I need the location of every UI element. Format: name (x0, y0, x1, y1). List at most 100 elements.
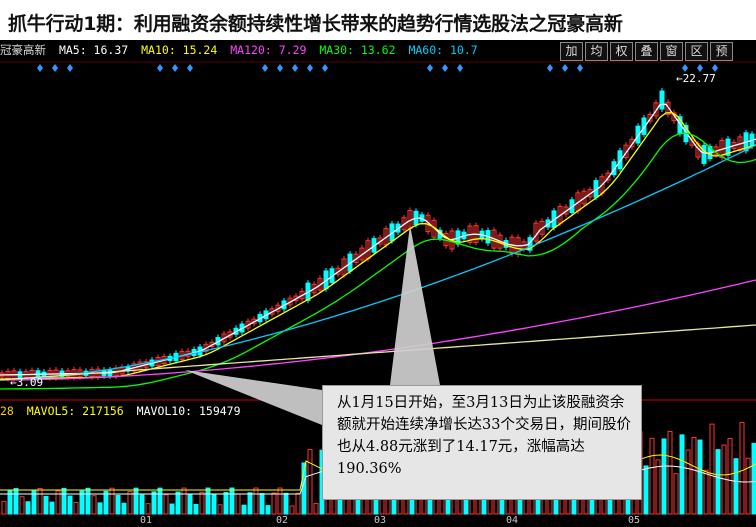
candlestick (647, 113, 653, 122)
event-marker-icon (307, 64, 313, 72)
event-marker-icon (427, 64, 433, 72)
candlestick (611, 161, 617, 176)
volume-bar (259, 493, 265, 515)
volume-bar (25, 501, 31, 515)
ma10-value: MA10: 15.24 (141, 43, 218, 57)
ma10-line (0, 112, 756, 380)
toolbar-button-overlay[interactable]: 叠 (635, 42, 658, 61)
volume-bar (277, 487, 283, 515)
event-marker-icon (172, 64, 178, 72)
volume-bar (217, 504, 223, 515)
volume-bar (181, 487, 187, 515)
volume-bar (43, 495, 49, 515)
event-marker-icon (712, 64, 718, 72)
event-marker-icon (322, 64, 328, 72)
volume-bar (13, 488, 19, 515)
volume-prefix: 28 (0, 404, 14, 418)
volume-bar (97, 502, 103, 515)
volume-bar (295, 492, 301, 515)
volume-legend: 28 MAVOL5: 217156 MAVOL10: 159479 (0, 404, 247, 418)
volume-bar (307, 448, 313, 515)
long-ma-line (0, 324, 756, 381)
toolbar-button-average[interactable]: 均 (585, 42, 608, 61)
ma120-line (0, 279, 756, 381)
stock-chart[interactable]: 冠豪高新 MA5: 16.37 MA10: 15.24 MA120: 7.29 … (0, 40, 756, 527)
toolbar-button-rights[interactable]: 权 (610, 42, 633, 61)
candlestick (629, 138, 635, 148)
toolbar-button-add[interactable]: 加 (560, 42, 583, 61)
volume-bar (61, 487, 67, 515)
volume-bar (223, 492, 229, 515)
candlestick (671, 112, 677, 122)
mavol10-value: MAVOL10: 159479 (136, 404, 241, 418)
volume-bar (151, 491, 157, 515)
volume-bar (19, 496, 25, 515)
toolbar-button-forecast[interactable]: 预 (710, 42, 733, 61)
volume-bar (205, 487, 211, 515)
volume-bar (139, 494, 145, 515)
volume-bar (85, 487, 91, 515)
volume-bar (667, 430, 673, 515)
low-price-label: ←3.09 (10, 376, 44, 389)
callout-pointer-top (390, 225, 440, 385)
volume-bar (703, 469, 709, 515)
toolbar-button-window[interactable]: 窗 (660, 42, 683, 61)
volume-bar (103, 490, 109, 515)
volume-bar (739, 422, 745, 515)
event-marker-icon (697, 64, 703, 72)
volume-bar (67, 495, 73, 515)
volume-bar (235, 493, 241, 515)
event-marker-icon (292, 64, 298, 72)
stock-name: 冠豪高新 (0, 43, 46, 57)
volume-bar (643, 465, 649, 515)
month-label-03: 03 (374, 515, 387, 526)
month-label-05: 05 (628, 515, 641, 526)
volume-bar (199, 491, 205, 515)
event-marker-icon (457, 64, 463, 72)
annotation-callout: 从1月15日开始，至3月13日为止该股融资余额就开始连续净增长达33个交易日，期… (322, 385, 642, 500)
volume-bar (169, 503, 175, 515)
event-marker-icon (67, 64, 73, 72)
volume-bar (115, 494, 121, 515)
volume-bar (661, 438, 667, 515)
candlestick (659, 90, 665, 110)
volume-bar (121, 502, 127, 515)
candlestick (311, 283, 317, 294)
volume-bar (241, 504, 247, 515)
ma60-value: MA60: 10.7 (408, 43, 478, 57)
volume-bar (313, 502, 319, 515)
event-marker-icon (187, 64, 193, 72)
volume-bar (79, 490, 85, 515)
month-label-04: 04 (506, 515, 519, 526)
volume-bar (715, 449, 721, 515)
month-label-02: 02 (276, 515, 289, 526)
title-bar: 抓牛行动1期：利用融资余额持续性增长带来的趋势行情选股法之冠豪高新 (0, 0, 756, 40)
volume-bar (283, 492, 289, 515)
callout-pointer-left (185, 370, 322, 425)
volume-bar (55, 490, 61, 515)
ma30-value: MA30: 13.62 (319, 43, 396, 57)
volume-bar (211, 493, 217, 515)
volume-bar (163, 494, 169, 515)
volume-bar (1, 500, 7, 515)
candlestick (635, 125, 641, 144)
ma60-line (0, 144, 756, 381)
event-marker-icon (442, 64, 448, 72)
candlestick (605, 172, 611, 181)
volume-bar (145, 503, 151, 515)
volume-bar (49, 501, 55, 515)
candlestick (689, 138, 695, 146)
toolbar-button-range[interactable]: 区 (685, 42, 708, 61)
volume-bar (733, 458, 739, 515)
candlestick (665, 101, 671, 116)
volume-bar (247, 492, 253, 515)
volume-bar (187, 494, 193, 515)
page-title: 抓牛行动1期：利用融资余额持续性增长带来的趋势行情选股法之冠豪高新 (8, 13, 623, 35)
volume-bar (253, 487, 259, 515)
event-marker-icon (577, 64, 583, 72)
event-marker-icon (262, 64, 268, 72)
volume-bar (289, 505, 295, 515)
volume-bar (727, 438, 733, 515)
candlestick (623, 144, 629, 159)
volume-bar (691, 437, 697, 515)
